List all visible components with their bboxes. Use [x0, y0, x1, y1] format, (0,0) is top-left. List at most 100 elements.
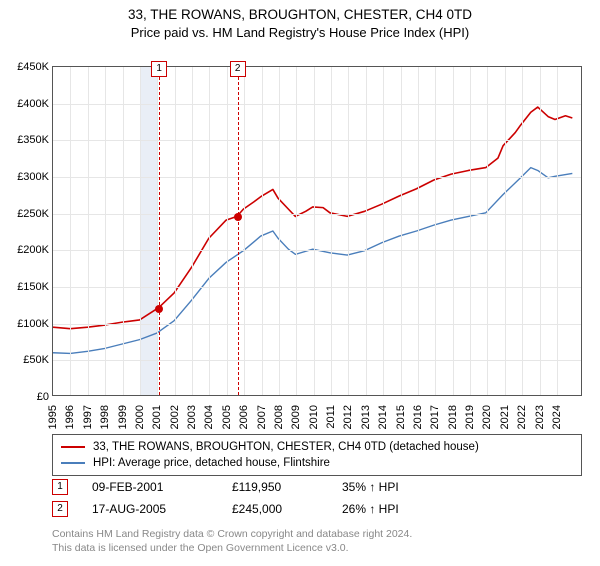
x-tick-label: 2020: [481, 405, 493, 429]
legend-box: 33, THE ROWANS, BROUGHTON, CHESTER, CH4 …: [52, 434, 582, 476]
x-gridline: [401, 67, 402, 395]
x-gridline: [296, 67, 297, 395]
x-tick-label: 2007: [256, 405, 268, 429]
y-tick-label: £450K: [5, 61, 49, 73]
x-gridline: [262, 67, 263, 395]
x-gridline: [192, 67, 193, 395]
sale-vline: [238, 67, 239, 395]
x-tick-label: 2009: [290, 405, 302, 429]
y-tick-label: £0: [5, 391, 49, 403]
chart-title: 33, THE ROWANS, BROUGHTON, CHESTER, CH4 …: [0, 6, 600, 24]
x-gridline: [418, 67, 419, 395]
x-gridline: [140, 67, 141, 395]
x-gridline: [227, 67, 228, 395]
x-gridline: [175, 67, 176, 395]
x-gridline: [209, 67, 210, 395]
x-gridline: [435, 67, 436, 395]
sale-dot: [155, 305, 163, 313]
sale-marker-box: 1: [151, 61, 167, 77]
x-tick-label: 1996: [64, 405, 76, 429]
y-gridline: [53, 324, 581, 325]
x-gridline: [157, 67, 158, 395]
sale-vline: [159, 67, 160, 395]
legend-label-0: 33, THE ROWANS, BROUGHTON, CHESTER, CH4 …: [93, 441, 479, 453]
x-tick-label: 1995: [47, 405, 59, 429]
sale-date: 09-FEB-2001: [92, 480, 232, 494]
x-gridline: [540, 67, 541, 395]
x-tick-label: 2016: [412, 405, 424, 429]
y-tick-label: £200K: [5, 244, 49, 256]
chart-svg: [53, 67, 581, 395]
legend-item: HPI: Average price, detached house, Flin…: [61, 455, 573, 471]
y-gridline: [53, 214, 581, 215]
x-tick-label: 1998: [99, 405, 111, 429]
sale-price: £119,950: [232, 480, 342, 494]
y-gridline: [53, 140, 581, 141]
y-tick-label: £250K: [5, 208, 49, 220]
y-tick-label: £50K: [5, 354, 49, 366]
x-tick-label: 1999: [117, 405, 129, 429]
x-tick-label: 2013: [360, 405, 372, 429]
legend-swatch-1: [61, 462, 85, 464]
footer-line-2: This data is licensed under the Open Gov…: [52, 542, 582, 556]
x-gridline: [487, 67, 488, 395]
x-gridline: [470, 67, 471, 395]
x-tick-label: 2000: [134, 405, 146, 429]
y-gridline: [53, 177, 581, 178]
x-gridline: [453, 67, 454, 395]
x-gridline: [123, 67, 124, 395]
x-gridline: [70, 67, 71, 395]
legend-swatch-0: [61, 446, 85, 448]
chart-area: £0£50K£100K£150K£200K£250K£300K£350K£400…: [52, 66, 582, 396]
x-tick-label: 2022: [516, 405, 528, 429]
x-tick-label: 2023: [534, 405, 546, 429]
x-tick-label: 2024: [551, 405, 563, 429]
footer-attribution: Contains HM Land Registry data © Crown c…: [52, 528, 582, 555]
x-gridline: [105, 67, 106, 395]
sale-marker-box: 2: [230, 61, 246, 77]
x-gridline: [348, 67, 349, 395]
y-gridline: [53, 250, 581, 251]
x-tick-label: 2010: [308, 405, 320, 429]
y-gridline: [53, 104, 581, 105]
sale-marker-1: 1: [52, 479, 68, 495]
x-gridline: [366, 67, 367, 395]
x-tick-label: 2006: [238, 405, 250, 429]
sale-pct: 26% ↑ HPI: [342, 502, 422, 516]
y-tick-label: £350K: [5, 134, 49, 146]
sale-dot: [234, 213, 242, 221]
sales-row: 2 17-AUG-2005 £245,000 26% ↑ HPI: [52, 498, 582, 520]
x-gridline: [88, 67, 89, 395]
x-tick-label: 2019: [464, 405, 476, 429]
x-tick-label: 2021: [499, 405, 511, 429]
x-gridline: [279, 67, 280, 395]
x-tick-label: 1997: [82, 405, 94, 429]
x-tick-label: 2002: [169, 405, 181, 429]
x-gridline: [314, 67, 315, 395]
sale-price: £245,000: [232, 502, 342, 516]
y-tick-label: £400K: [5, 98, 49, 110]
y-gridline: [53, 287, 581, 288]
sale-date: 17-AUG-2005: [92, 502, 232, 516]
x-gridline: [557, 67, 558, 395]
sales-row: 1 09-FEB-2001 £119,950 35% ↑ HPI: [52, 476, 582, 498]
x-tick-label: 2008: [273, 405, 285, 429]
x-tick-label: 2014: [377, 405, 389, 429]
y-tick-label: £100K: [5, 318, 49, 330]
legend-label-1: HPI: Average price, detached house, Flin…: [93, 457, 330, 469]
x-gridline: [505, 67, 506, 395]
x-tick-label: 2017: [429, 405, 441, 429]
x-tick-label: 2005: [221, 405, 233, 429]
footer-line-1: Contains HM Land Registry data © Crown c…: [52, 528, 582, 542]
x-tick-label: 2015: [395, 405, 407, 429]
sale-marker-2: 2: [52, 501, 68, 517]
x-tick-label: 2001: [151, 405, 163, 429]
x-tick-label: 2012: [342, 405, 354, 429]
legend-item: 33, THE ROWANS, BROUGHTON, CHESTER, CH4 …: [61, 439, 573, 455]
chart-subtitle: Price paid vs. HM Land Registry's House …: [0, 25, 600, 40]
x-gridline: [383, 67, 384, 395]
x-tick-label: 2003: [186, 405, 198, 429]
x-gridline: [522, 67, 523, 395]
sale-pct: 35% ↑ HPI: [342, 480, 422, 494]
x-gridline: [244, 67, 245, 395]
